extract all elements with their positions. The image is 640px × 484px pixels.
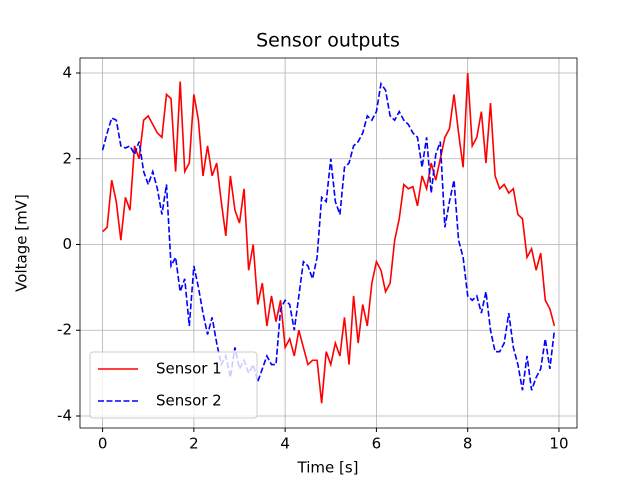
plot-frame	[79, 57, 578, 429]
x-axis-label: Time [s]	[297, 459, 359, 477]
legend: Sensor 1 Sensor 2	[89, 351, 258, 419]
y-tick-label: 0	[62, 235, 72, 253]
y-axis-label: Voltage [mV]	[13, 194, 31, 292]
chart-title: Sensor outputs	[256, 30, 400, 52]
y-tick-label: 4	[62, 64, 72, 82]
x-tick-label: 10	[549, 435, 568, 453]
y-tick-label: -4	[57, 406, 72, 424]
x-tick-label: 8	[463, 435, 473, 453]
line-series	[102, 72, 556, 404]
y-tick-label: -2	[57, 321, 72, 339]
legend-label: Sensor 2	[156, 392, 222, 410]
line-series	[101, 81, 556, 391]
x-tick-label: 2	[189, 435, 199, 453]
y-tick-label: 2	[62, 149, 72, 167]
x-tick-label: 4	[280, 435, 290, 453]
x-tick-label: 0	[98, 435, 108, 453]
legend-label: Sensor 1	[156, 360, 222, 378]
x-tick-label: 6	[372, 435, 382, 453]
